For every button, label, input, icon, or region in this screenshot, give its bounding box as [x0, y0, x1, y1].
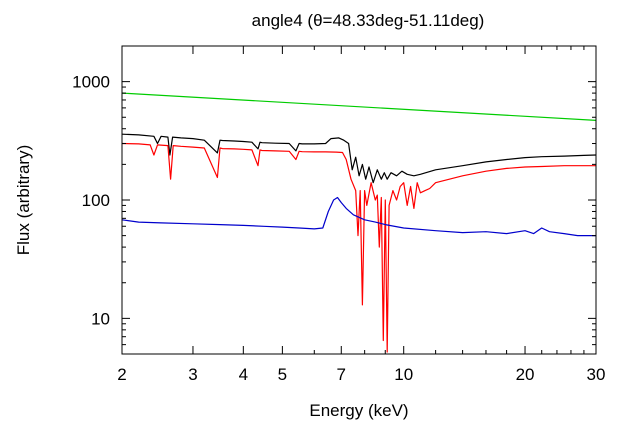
x-tick-label: 4: [239, 365, 248, 384]
series-layer: [121, 92, 597, 353]
series-line-2: [121, 133, 597, 184]
x-tick-label: 30: [587, 365, 606, 384]
series-line-4: [121, 196, 596, 237]
chart-title: angle4 (θ=48.33deg-51.11deg): [252, 11, 485, 30]
y-axis-label: Flux (arbitrary): [14, 145, 33, 256]
x-tick-label: 7: [337, 365, 346, 384]
x-tick-label: 2: [117, 365, 126, 384]
x-axis-label: Energy (keV): [309, 401, 408, 420]
series-line-1: [121, 92, 597, 121]
x-axis: 2 3 4 5 7 10 20 30: [117, 46, 605, 384]
x-tick-label: 3: [188, 365, 197, 384]
plot-frame: [121, 45, 597, 355]
x-tick-label: 10: [394, 365, 413, 384]
series-line-3: [121, 142, 596, 353]
x-tick-label: 5: [278, 365, 287, 384]
y-tick-label: 1000: [72, 73, 110, 92]
y-tick-label: 10: [91, 309, 110, 328]
y-tick-label: 100: [82, 191, 110, 210]
y-axis: 10 100 1000: [72, 45, 596, 355]
x-tick-label: 20: [516, 365, 535, 384]
